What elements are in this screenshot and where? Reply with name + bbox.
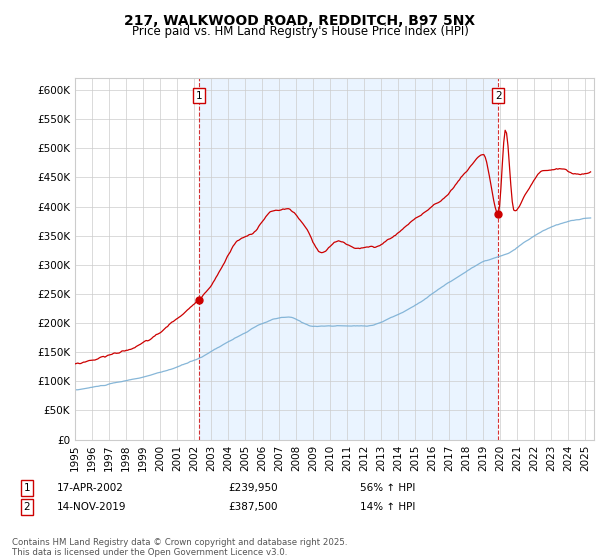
Text: 2: 2 <box>23 502 31 512</box>
Text: £239,950: £239,950 <box>228 483 278 493</box>
Bar <box>199 78 498 440</box>
Text: Contains HM Land Registry data © Crown copyright and database right 2025.
This d: Contains HM Land Registry data © Crown c… <box>12 538 347 557</box>
Text: 56% ↑ HPI: 56% ↑ HPI <box>360 483 415 493</box>
Text: 1: 1 <box>196 91 202 101</box>
Text: 17-APR-2002: 17-APR-2002 <box>57 483 124 493</box>
Text: 14-NOV-2019: 14-NOV-2019 <box>57 502 127 512</box>
Text: 1: 1 <box>23 483 31 493</box>
Text: 2: 2 <box>495 91 502 101</box>
Text: Price paid vs. HM Land Registry's House Price Index (HPI): Price paid vs. HM Land Registry's House … <box>131 25 469 38</box>
Text: 14% ↑ HPI: 14% ↑ HPI <box>360 502 415 512</box>
Text: £387,500: £387,500 <box>228 502 277 512</box>
Text: 217, WALKWOOD ROAD, REDDITCH, B97 5NX: 217, WALKWOOD ROAD, REDDITCH, B97 5NX <box>124 14 476 28</box>
